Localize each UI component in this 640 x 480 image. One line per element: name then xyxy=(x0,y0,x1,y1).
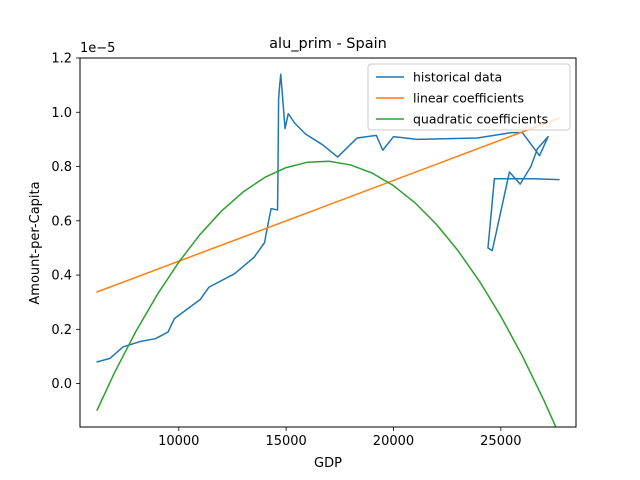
x-axis-label: GDP xyxy=(314,456,342,471)
legend-label: linear coefficients xyxy=(413,91,524,106)
y-tick-label: 0.8 xyxy=(51,160,72,175)
series-line-1 xyxy=(96,73,560,363)
x-tick-label: 25000 xyxy=(480,434,521,449)
y-axis: 0.0 0.2 0.4 0.6 0.8 1.0 1.2 xyxy=(51,52,80,392)
y-tick-label: 0.4 xyxy=(51,269,72,284)
y-tick-label: 0.2 xyxy=(51,323,72,338)
x-tick-label: 15000 xyxy=(265,434,306,449)
x-axis: 10000 15000 20000 25000 xyxy=(158,427,522,449)
x-tick-label: 10000 xyxy=(158,434,199,449)
chart-title: alu_prim - Spain xyxy=(269,36,387,52)
y-tick-label: 0.6 xyxy=(51,214,72,229)
legend-box xyxy=(367,63,571,131)
legend-label: historical data xyxy=(413,70,502,85)
y-tick-label: 0.0 xyxy=(51,377,72,392)
legend: historical data linear coefficients quadra… xyxy=(367,63,571,131)
axes-frame xyxy=(79,57,577,428)
y-axis-label: Amount-per-Capita xyxy=(28,181,43,304)
legend-label: quadratic coefficients xyxy=(413,112,548,127)
y-tick-label: 1.0 xyxy=(51,106,72,121)
plot-area xyxy=(96,73,560,427)
x-tick-label: 20000 xyxy=(373,434,414,449)
y-offset-label: 1e−5 xyxy=(80,41,115,56)
series-line-3 xyxy=(96,160,557,427)
series-line-2 xyxy=(96,117,560,293)
y-tick-label: 1.2 xyxy=(51,52,72,67)
